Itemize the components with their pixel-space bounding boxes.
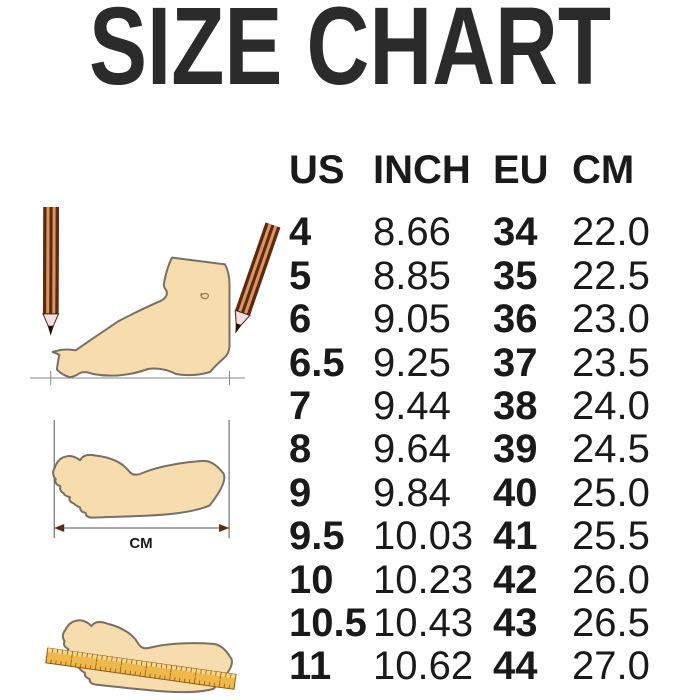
svg-text:CM: CM xyxy=(129,535,152,552)
